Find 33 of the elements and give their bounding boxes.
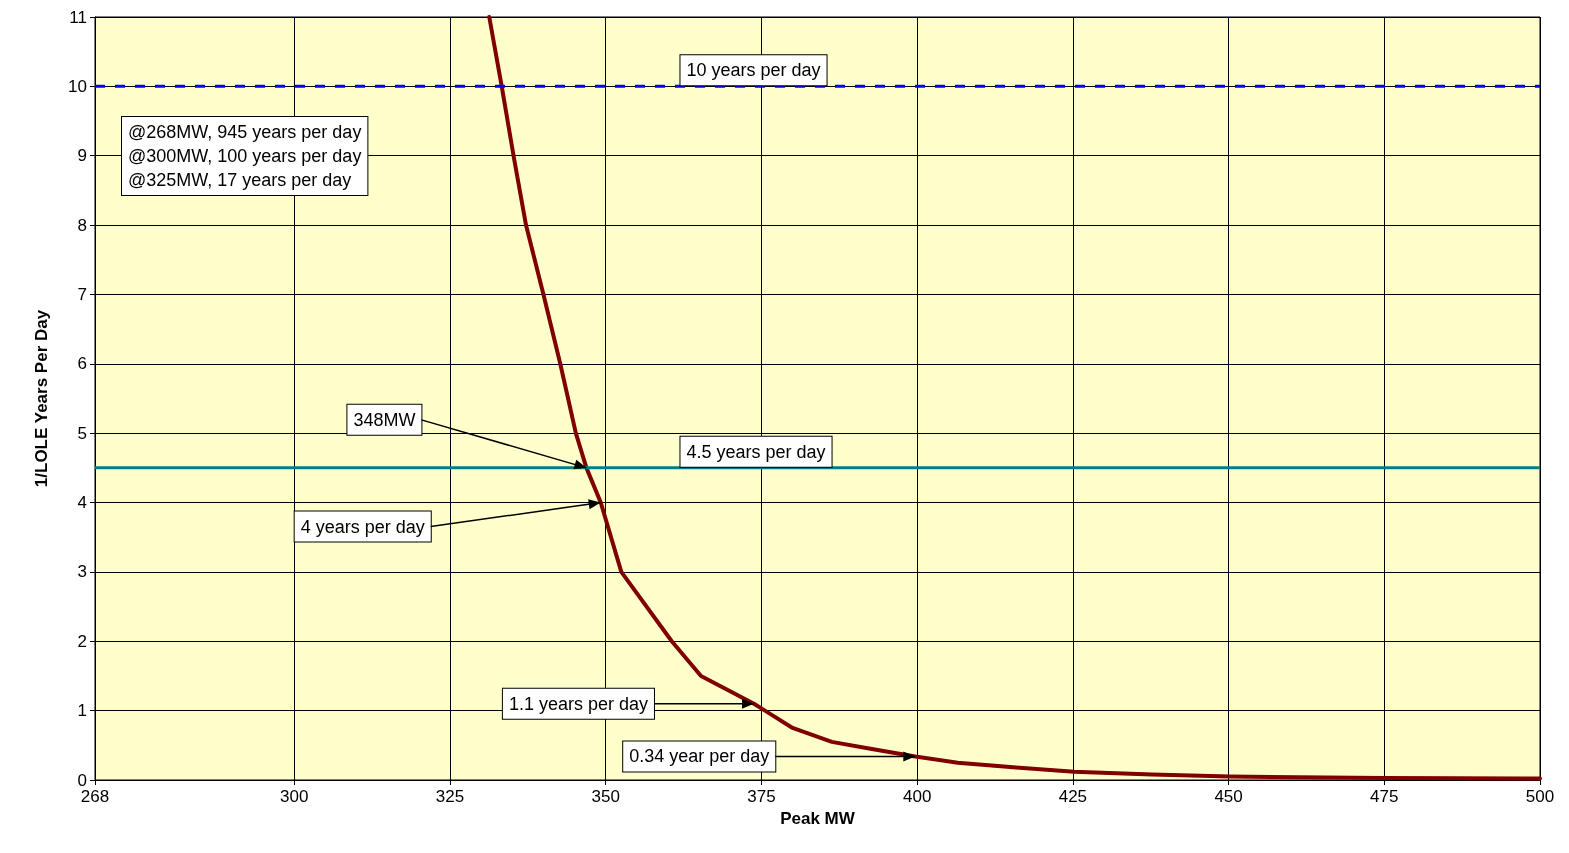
annotation: @300MW, 100 years per day [128, 146, 362, 166]
ref-line-label: 4.5 years per day [686, 441, 826, 462]
y-axis-title: 1/LOLE Years Per Day [32, 309, 51, 488]
y-tick-label: 0 [77, 770, 87, 790]
y-tick-label: 6 [77, 354, 87, 374]
x-tick-label: 375 [747, 787, 776, 806]
y-tick-label: 1 [77, 701, 87, 721]
x-tick-label: 325 [435, 787, 465, 806]
x-tick-label: 475 [1370, 787, 1399, 806]
annotation: 4 years per day [300, 516, 425, 537]
x-axis-title: Peak MW [780, 809, 856, 828]
x-tick-label: 450 [1214, 787, 1243, 806]
x-tick-label: 500 [1525, 787, 1555, 806]
y-tick-label: 2 [77, 631, 87, 651]
y-tick-label: 3 [77, 562, 87, 582]
annotation: @325MW, 17 years per day [128, 170, 352, 190]
y-tick-label: 5 [77, 423, 87, 443]
x-tick-label: 300 [280, 787, 309, 806]
x-tick-label: 350 [591, 787, 620, 806]
y-tick-label: 11 [69, 7, 87, 27]
ref-line-label: 10 years per day [686, 60, 821, 81]
x-tick-label: 268 [80, 787, 110, 806]
annotation: 348MW [353, 409, 416, 430]
y-tick-label: 4 [77, 493, 87, 513]
annotation: 0.34 year per day [629, 746, 770, 767]
y-tick-label: 10 [68, 76, 87, 96]
annotation: 1.1 years per day [508, 693, 648, 714]
y-tick-label: 9 [77, 146, 87, 166]
annotation: @268MW, 945 years per day [128, 122, 362, 142]
x-tick-label: 400 [902, 787, 932, 806]
x-tick-label: 425 [1058, 787, 1088, 806]
y-tick-label: 7 [77, 284, 87, 304]
y-tick-label: 8 [77, 215, 87, 235]
